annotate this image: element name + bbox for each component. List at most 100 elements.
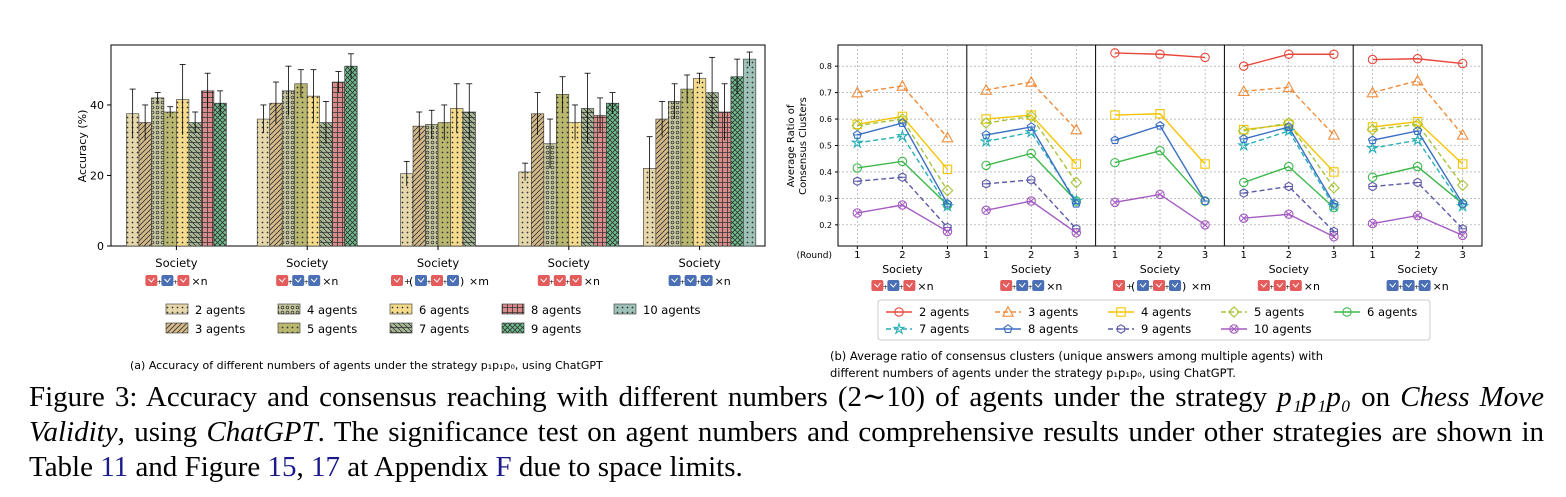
bar [693, 78, 707, 247]
agent-overconfident-icon [177, 275, 190, 286]
data-point-x [1156, 191, 1164, 198]
data-point [1070, 123, 1083, 135]
caption-ref-link[interactable]: F [495, 451, 512, 483]
data-point [981, 130, 991, 139]
agent-easygoing-icon [1402, 280, 1415, 291]
data-point [1457, 58, 1468, 69]
agent-face-icon [449, 277, 457, 283]
panel-label: Society [1269, 263, 1310, 276]
agent-face-icon [540, 277, 548, 283]
data-point [1237, 84, 1250, 97]
y-tick-label: 0.5 [819, 142, 832, 151]
y-axis-label: Accuracy (%) [76, 110, 89, 183]
plus-text: + [1012, 284, 1017, 291]
panel-label: Society [882, 263, 923, 276]
agent-face-icon [433, 277, 441, 283]
agent-overconfident-icon [569, 275, 582, 286]
series-path [1243, 53, 1334, 67]
x-tick-label: Society [678, 256, 720, 270]
data-point [1329, 167, 1339, 177]
multiplier-text: ×n [1433, 280, 1449, 293]
data-point [1070, 176, 1083, 189]
legend-label: 9 agents [1141, 322, 1191, 336]
x-tick-label: Society [155, 256, 197, 270]
bar [568, 122, 582, 247]
data-point [1110, 197, 1120, 208]
bar [730, 76, 744, 247]
paren-text: ( [1131, 280, 1135, 293]
data-point [1116, 307, 1126, 317]
data-point [1329, 49, 1339, 60]
multiplier-text: ×m [469, 275, 489, 288]
agent-easygoing-icon [415, 275, 427, 286]
data-point [1457, 230, 1468, 241]
data-point [1413, 177, 1422, 188]
y-tick-label: 0.6 [819, 115, 832, 124]
data-point [979, 134, 993, 148]
legend-swatch [165, 322, 189, 334]
agent-face-icon [1155, 282, 1163, 288]
series-path [1243, 86, 1335, 136]
y-tick-label: 0.8 [819, 62, 832, 71]
plus-text: + [1285, 284, 1290, 291]
legend-label: 6 agents [1367, 305, 1417, 319]
series-line [852, 189, 1468, 242]
data-point [897, 200, 908, 210]
paren-text: ) [1182, 280, 1186, 293]
panel-label: Society [1011, 263, 1052, 276]
caption-ref-link[interactable]: 15 [267, 451, 297, 483]
bar [331, 81, 346, 247]
caption-part: at Appendix [340, 451, 496, 483]
x-tick-label: 3 [1073, 250, 1079, 261]
agent-face-icon [180, 277, 187, 283]
data-point [1239, 134, 1249, 143]
caption-ref-link[interactable]: 17 [311, 451, 341, 483]
agent-overconfident-icon [1113, 280, 1125, 291]
series-path [857, 160, 948, 206]
agent-easygoing-icon [1016, 280, 1029, 291]
society-formula-2: + + ×n [276, 275, 338, 288]
data-point-x [1459, 232, 1467, 239]
plus-text: + [1269, 284, 1274, 291]
paren-text: ( [409, 275, 413, 288]
data-point-x [1230, 325, 1238, 333]
multiplier-text: ×n [1304, 280, 1320, 293]
data-point [1342, 307, 1352, 317]
data-point [979, 83, 993, 95]
data-point [897, 111, 908, 122]
series-path [1372, 165, 1464, 205]
data-point-x [1285, 210, 1293, 218]
x-tick-label: 1 [983, 250, 989, 261]
plus-text: + [173, 279, 178, 286]
chart-b-caption-line2: different numbers of agents under the st… [830, 366, 1236, 380]
series-path [1114, 52, 1206, 59]
data-point-x [1240, 214, 1248, 222]
data-point [1329, 231, 1339, 242]
agent-face-icon [1421, 282, 1428, 288]
plus-text: + [426, 279, 431, 286]
caption-ref-link[interactable]: 11 [100, 451, 129, 483]
agent-overconfident-icon [1273, 280, 1286, 291]
bar [138, 122, 152, 247]
agent-face-icon [1034, 282, 1042, 288]
agent-overconfident-icon [537, 275, 550, 286]
data-point [1116, 324, 1126, 334]
data-point [1327, 128, 1341, 140]
agent-face-icon [310, 277, 318, 283]
data-point [942, 226, 953, 237]
series-path [1114, 150, 1206, 202]
data-point [1284, 122, 1294, 131]
legend-label: 4 agents [1141, 305, 1191, 319]
legend-frame [877, 299, 1431, 341]
multiplier-text: ×n [917, 280, 933, 293]
multiplier-text: ×m [1191, 280, 1211, 293]
bar [201, 90, 215, 247]
data-point-x [899, 201, 906, 209]
figure-label: Figure 3: [29, 381, 138, 413]
y-axis-label: Consensus Clusters [798, 97, 809, 195]
x-tick-label: 1 [1241, 250, 1247, 261]
y-tick-label: 0 [97, 240, 104, 253]
data-point [1229, 324, 1239, 334]
plus-text: + [442, 279, 447, 286]
